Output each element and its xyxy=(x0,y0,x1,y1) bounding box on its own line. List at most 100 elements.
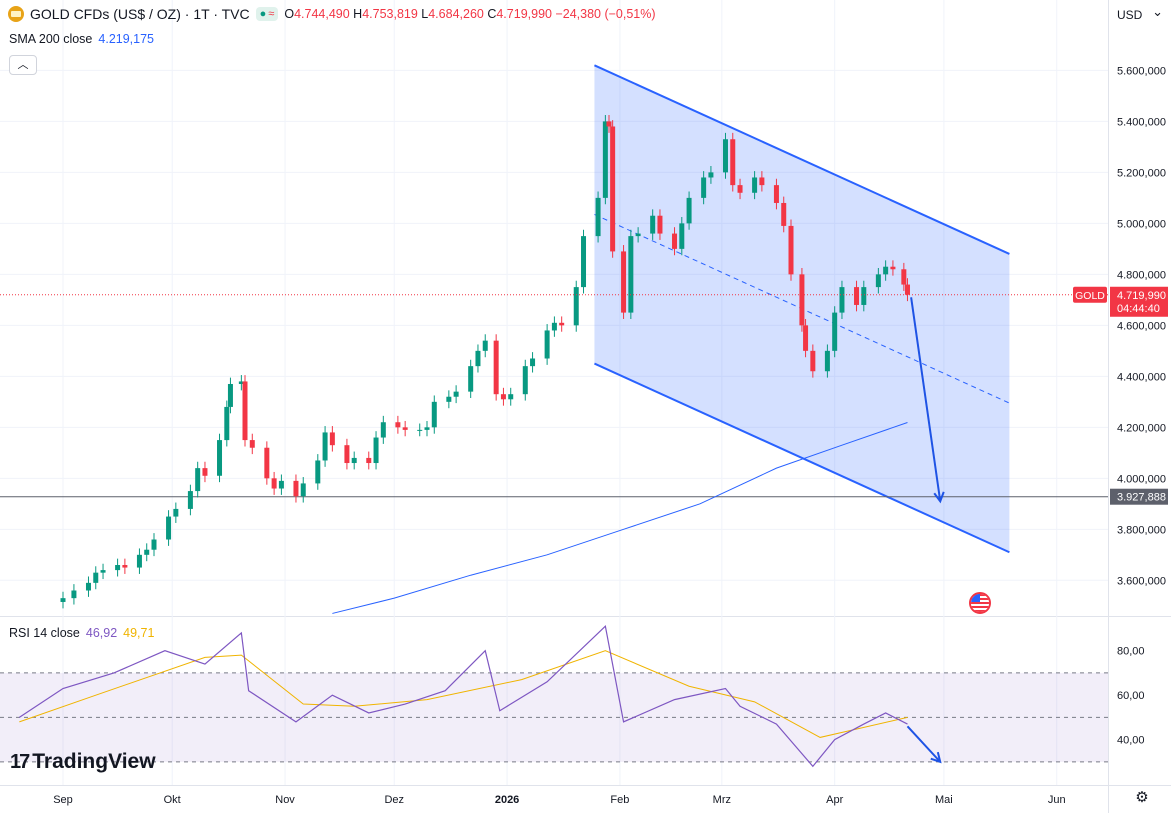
candle-body xyxy=(144,549,150,555)
candle-body xyxy=(602,121,608,198)
candle-body xyxy=(595,197,601,237)
level-tag-label: 3.927,888 xyxy=(1117,492,1166,504)
symbol-title[interactable]: GOLD CFDs (US$ / OZ) · 1T · TVC xyxy=(30,6,250,22)
time-tick-label: Feb xyxy=(610,794,629,806)
candle-body xyxy=(373,437,379,464)
candle-body xyxy=(522,366,528,395)
candle-body xyxy=(187,491,193,509)
candle-body xyxy=(468,366,474,392)
candle-body xyxy=(904,284,910,295)
price-tick-label: 3.600,000 xyxy=(1117,575,1166,587)
price-tick-label: 4.400,000 xyxy=(1117,371,1166,383)
price-tick-label: 4.800,000 xyxy=(1117,269,1166,281)
price-tick-label: 4.000,000 xyxy=(1117,473,1166,485)
rsi-tick-label: 80,00 xyxy=(1117,646,1145,658)
candle-body xyxy=(890,266,896,270)
candle-body xyxy=(482,340,488,351)
candle-body xyxy=(453,391,459,397)
candle-body xyxy=(380,422,386,438)
rsi-ma-line xyxy=(19,650,908,738)
candle-body xyxy=(475,350,481,367)
candle-body xyxy=(300,483,306,497)
level-tag-background xyxy=(1110,488,1168,505)
candle-body xyxy=(278,480,284,489)
candle-body xyxy=(315,460,321,484)
candle-body xyxy=(581,236,587,288)
time-tick-label: 2026 xyxy=(495,794,519,806)
time-tick-label: Mrz xyxy=(713,794,731,806)
rsi-line xyxy=(18,625,908,768)
candle-body xyxy=(824,350,830,372)
time-tick-label: Apr xyxy=(826,794,843,806)
candle-body xyxy=(901,269,907,285)
candle-body xyxy=(493,340,499,395)
symbol-legend: GOLD CFDs (US$ / OZ) · 1T · TVC ● ≈ O4.74… xyxy=(8,6,656,22)
price-axis: 3.600,000 3.800,000 4.000,000 4.200,000 4.40… xyxy=(1117,65,1166,587)
candle-body xyxy=(610,126,616,252)
rsi-legend[interactable]: RSI 14 close 46,92 49,71 xyxy=(9,626,155,640)
candle-body xyxy=(628,236,634,313)
candle-body xyxy=(650,215,656,234)
time-tick-label: Nov xyxy=(275,794,295,806)
candle-body xyxy=(446,396,452,402)
time-axis: Sep Okt Nov Dez 2026 Feb Mrz Apr Mai Jun xyxy=(53,794,1065,806)
candle-body xyxy=(781,202,787,226)
candle-body xyxy=(861,287,867,305)
candle-body xyxy=(322,432,328,461)
candles xyxy=(60,115,910,609)
sma-legend[interactable]: SMA 200 close 4.219,175 xyxy=(9,32,154,46)
candle-body xyxy=(635,233,641,237)
forecast-arrow-head xyxy=(933,491,945,504)
candle-body xyxy=(737,185,743,193)
tradingview-mark-icon: 17 xyxy=(10,750,30,773)
candle-body xyxy=(759,177,765,186)
candle-body xyxy=(242,381,248,441)
candle-body xyxy=(551,322,557,331)
price-tick-label: 5.400,000 xyxy=(1117,116,1166,128)
candle-body xyxy=(417,429,423,431)
rsi-tick-label: 60,00 xyxy=(1117,690,1145,702)
time-tick-label: Jun xyxy=(1048,794,1066,806)
candle-body xyxy=(173,508,179,517)
status-badges[interactable]: ● ≈ xyxy=(255,7,279,21)
candle-body xyxy=(559,322,565,326)
candle-body xyxy=(799,274,805,326)
candle-body xyxy=(701,177,707,198)
candle-body xyxy=(351,457,357,464)
collapse-legend-button[interactable]: ︿ xyxy=(9,55,37,75)
candle-body xyxy=(122,565,128,568)
candle-body xyxy=(606,121,612,127)
candle-body xyxy=(810,350,816,372)
candle-body xyxy=(71,590,77,599)
time-tick-label: Sep xyxy=(53,794,73,806)
price-tick-label: 3.800,000 xyxy=(1117,524,1166,536)
candle-body xyxy=(166,516,172,540)
candle-body xyxy=(151,539,157,550)
price-tick-label: 5.600,000 xyxy=(1117,65,1166,77)
candle-body xyxy=(730,139,736,186)
candle-body xyxy=(883,266,889,275)
price-tick-label: 4.600,000 xyxy=(1117,320,1166,332)
price-tag-value: 4.719,990 xyxy=(1117,290,1166,302)
candle-body xyxy=(329,432,335,446)
rsi-axis: 40,00 60,00 80,00 xyxy=(1117,646,1145,747)
tradingview-logo[interactable]: 17 TradingView xyxy=(10,750,156,773)
candle-body xyxy=(500,394,506,400)
candle-body xyxy=(854,287,860,305)
candle-body xyxy=(573,287,579,326)
channel-upper-line xyxy=(594,64,1010,255)
us-flag-event-icon[interactable] xyxy=(969,592,991,614)
candle-body xyxy=(395,422,401,428)
ohlc-values: O4.744,490 H4.753,819 L4.684,260 C4.719,… xyxy=(284,7,656,21)
forecast-arrow xyxy=(910,297,942,502)
price-tag-bg xyxy=(1110,286,1168,317)
gear-icon[interactable]: ⚙ xyxy=(1135,789,1149,806)
candle-body xyxy=(424,427,430,430)
candle-body xyxy=(875,274,881,288)
rsi-arrow xyxy=(906,725,941,763)
candle-body xyxy=(657,215,663,234)
gold-logo-icon xyxy=(8,6,24,22)
delayed-data-icon: ≈ xyxy=(268,8,275,20)
currency-select[interactable]: USD xyxy=(1112,2,1169,25)
